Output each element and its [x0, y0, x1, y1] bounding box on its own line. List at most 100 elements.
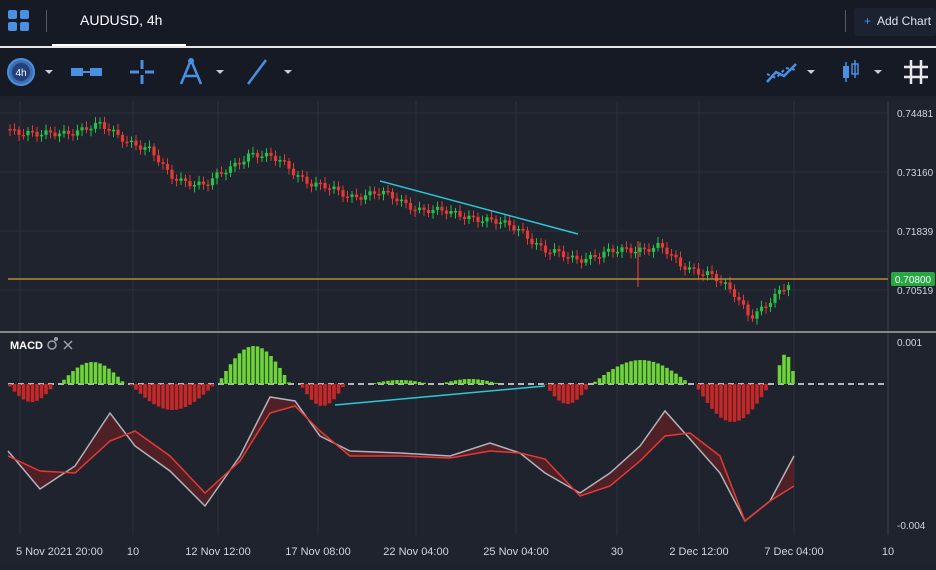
candle-body	[183, 178, 188, 182]
layout-grid-icon[interactable]	[8, 10, 30, 32]
candle-body	[534, 243, 539, 245]
candle-body	[291, 168, 296, 176]
chart-tab[interactable]: AUDUSD, 4h	[52, 0, 186, 46]
price-axis: 0.74481 0.73160 0.71839 0.70519 0.001 -0.004	[897, 109, 934, 532]
crosshair-icon[interactable]	[128, 58, 156, 86]
candle-body	[759, 306, 764, 312]
macd-histogram-bar	[701, 384, 705, 397]
time-tick-label: 12 Nov 12:00	[185, 546, 250, 558]
macd-histogram-bar	[89, 362, 93, 384]
candle-body	[305, 176, 309, 184]
chart-area[interactable]: 0.74481 0.73160 0.71839 0.70519 0.001 -0.004 …	[0, 101, 936, 565]
macd-histogram-bar	[192, 384, 197, 402]
macd-histogram-bar	[26, 384, 30, 402]
macd-histogram-bar	[669, 370, 674, 384]
grid-toggle-icon[interactable]	[902, 58, 930, 86]
macd-histogram-bar	[66, 375, 71, 384]
candle-body	[152, 146, 156, 156]
compass-tool-icon[interactable]	[175, 56, 227, 88]
candle-body	[39, 134, 44, 137]
macd-histogram-bar	[782, 354, 786, 384]
candle-body	[741, 300, 746, 305]
candle-body	[539, 243, 543, 246]
macd-histogram-bar	[494, 382, 498, 384]
candle-type-icon[interactable]	[838, 56, 890, 88]
candle-body	[75, 130, 80, 136]
candle-body	[80, 127, 84, 131]
candle-body	[125, 141, 129, 144]
candle-body	[507, 220, 512, 226]
layout-tool-icon[interactable]	[70, 62, 104, 82]
candle-body	[597, 257, 602, 259]
trendline-macd	[334, 385, 546, 406]
candle-body	[665, 247, 669, 255]
macd-histogram-bar	[143, 384, 147, 398]
macd-histogram-bar	[606, 371, 611, 384]
time-tick-label: 10	[882, 546, 894, 558]
interval-selector[interactable]: 4h	[5, 56, 57, 88]
candle-body	[273, 155, 278, 161]
candle-body	[57, 133, 62, 137]
macd-histogram-bar	[548, 384, 552, 391]
candle-body	[404, 199, 408, 204]
candle-body	[728, 282, 732, 290]
candle-body	[768, 302, 773, 307]
price-tick-label: 0.70519	[897, 286, 934, 297]
macd-histogram-bar	[575, 384, 579, 400]
candle-body	[399, 199, 404, 202]
candle-body	[764, 306, 768, 309]
add-chart-button[interactable]: + Add Chart	[854, 8, 936, 36]
candle-body	[111, 129, 116, 132]
indicators-tool-icon[interactable]	[764, 56, 820, 88]
candle-body	[332, 186, 336, 190]
macd-histogram-bar	[251, 346, 255, 384]
macd-histogram-bar	[224, 371, 228, 384]
candle-body	[732, 289, 737, 297]
candle-body	[314, 182, 318, 187]
candle-body	[485, 217, 489, 222]
candle-body	[341, 190, 345, 197]
macd-title: MACD	[10, 340, 43, 352]
candle-body	[588, 254, 593, 259]
line-tool-icon[interactable]	[244, 56, 296, 88]
macd-indicator	[7, 346, 888, 523]
macd-tick-label: -0.004	[897, 521, 926, 532]
macd-histogram-bar	[710, 384, 714, 409]
macd-histogram-bar	[750, 384, 755, 410]
candle-body	[21, 134, 26, 137]
candle-body	[516, 228, 521, 231]
macd-histogram-bar	[278, 367, 282, 384]
macd-histogram-bar	[165, 384, 170, 410]
macd-histogram-bar	[390, 380, 395, 384]
candle-body	[525, 230, 530, 239]
time-tick-label: 5 Nov 2021 20:00	[16, 546, 103, 558]
macd-histogram-bar	[84, 362, 89, 384]
macd-histogram-bar	[543, 384, 548, 385]
candle-body	[84, 127, 89, 130]
macd-histogram-bar	[309, 384, 314, 400]
candle-body	[651, 247, 656, 252]
candle-body	[642, 247, 647, 250]
chevron-down-icon	[216, 70, 224, 74]
price-tick-label: 0.73160	[897, 168, 934, 179]
macd-histogram-bar	[372, 383, 377, 384]
close-icon[interactable]	[63, 340, 73, 350]
chart-canvas[interactable]: 0.744810.731600.718390.705190.001-0.004 …	[0, 101, 936, 565]
candle-body	[467, 215, 471, 220]
candle-body	[107, 128, 111, 131]
macd-histogram-bar	[62, 379, 66, 384]
macd-histogram-bar	[633, 360, 638, 384]
macd-histogram-bar	[417, 381, 422, 384]
candle-body	[44, 130, 48, 135]
candle-body	[692, 267, 696, 269]
plus-icon: +	[864, 14, 872, 28]
macd-histogram-bar	[381, 381, 386, 384]
drawing-toolbar: 4h	[0, 48, 936, 96]
macd-histogram-bar	[17, 384, 21, 397]
candle-body	[786, 285, 791, 291]
settings-icon[interactable]	[47, 337, 58, 350]
macd-histogram-bar	[44, 384, 48, 395]
candle-body	[377, 193, 381, 196]
macd-histogram-bar	[111, 372, 116, 384]
macd-histogram-bar	[233, 358, 237, 384]
